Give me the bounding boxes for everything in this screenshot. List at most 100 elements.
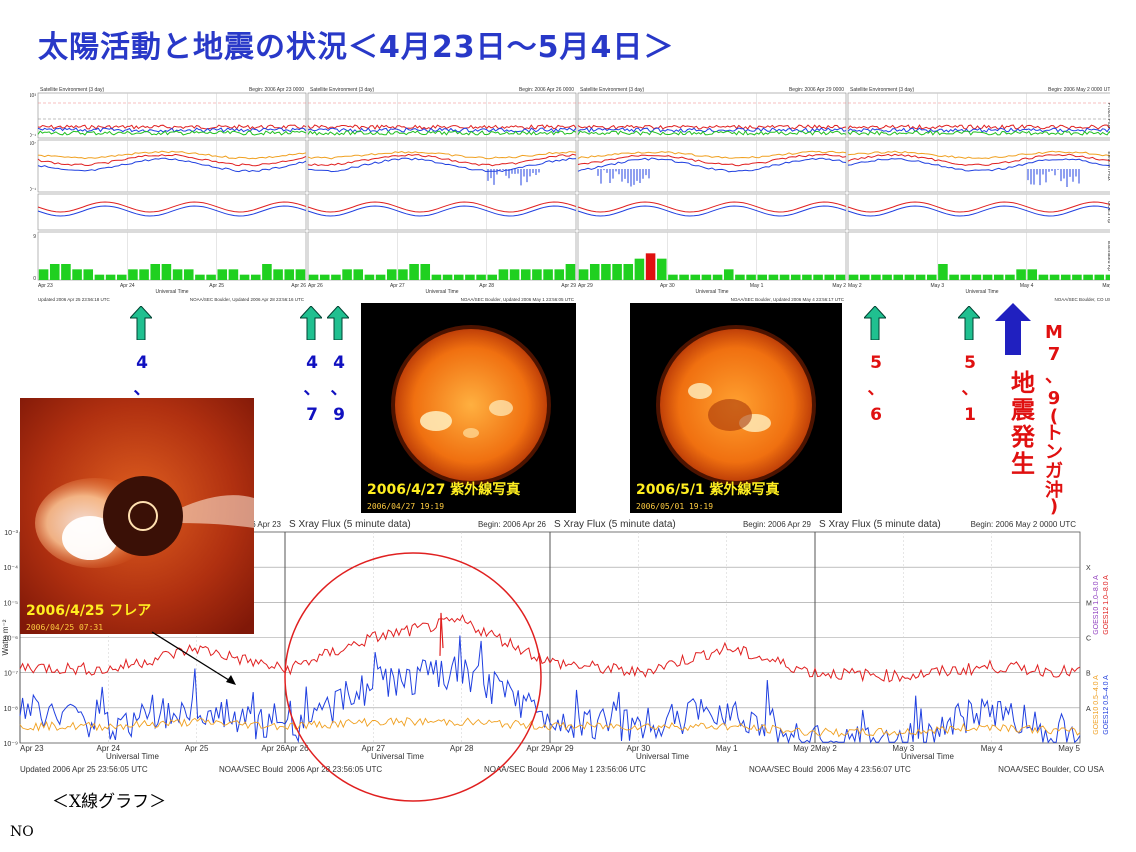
proton-flux-series [37,130,307,136]
goes-hp-series [847,205,1110,217]
electron-flux-series [847,158,1110,172]
kp-bar [848,274,859,280]
kp-bar [38,269,49,280]
y-tick-label: 9 [33,234,36,240]
marker-digit: 、 [330,379,348,399]
xray-x-tick: Apr 27 [362,744,386,753]
magnitude-char: M [1045,322,1063,343]
xray-x-tick: May 5 [1058,744,1080,753]
kp-bar [904,274,915,280]
electron-flux-series [847,150,1110,160]
big-up-arrow-icon [995,303,1031,355]
electron-flux-series [37,153,307,167]
panel-begin: Begin: 2006 May 2 0000 UTC [1048,87,1110,93]
kp-bar [949,274,959,280]
magnitude-char: 9 [1047,388,1061,409]
xray-footer: 2006 Apr 28 23:56:05 UTC [287,765,382,774]
up-arrow-icon [130,306,152,340]
xray-x-axis-label: Universal Time [636,752,689,761]
earthquake-annotation: 地 震 発 生 [1008,370,1038,478]
kp-bar [520,269,531,280]
kp-bar [735,274,745,280]
kp-bar [284,269,295,280]
xray-x-tick: May 4 [981,744,1003,753]
kp-bar [882,274,892,280]
xray-series-line [19,635,1081,745]
kp-bar [790,274,801,280]
kp-bar [183,269,194,280]
magnitude-char: 沖 [1045,480,1063,501]
kp-bar [1016,269,1026,280]
kp-bar [319,274,330,280]
xray-footer-mid: NOAA/SEC Bould [749,765,813,774]
xray-flare-spike [439,612,444,656]
x-tick-label: Apr 25 [209,283,224,289]
panel-frame [307,193,577,231]
x-tick-label: Apr 30 [660,283,675,289]
kp-bar [971,274,982,280]
marker-digit: 4 [306,353,318,373]
kp-bar [476,274,486,280]
panel-frame [577,231,847,281]
row-label: GOES Hp [1106,201,1110,223]
page-title: 太陽活動と地震の状況＜4月23日～5月4日＞ [38,30,675,65]
y-tick-label: 10⁻¹ [30,187,36,193]
marker-digit: 、 [133,379,151,399]
marker-digit: 、 [303,379,321,399]
panel-header: Satellite Environment (3 day) [40,87,105,93]
proton-flux-series [847,130,1110,136]
highlight-circle [284,552,542,802]
kp-bar [342,269,352,280]
kp-bar [453,274,464,280]
panel-begin: Begin: 2006 Apr 26 0000 [519,87,574,93]
up-arrow-icon [300,306,322,340]
magnitude-char: ガ [1045,461,1063,482]
xray-panel-begin: Begin: 2006 May 2 0000 UTC [971,520,1077,529]
x-tick-label: Apr 23 [38,283,53,289]
magnitude-char: ( [1049,406,1059,427]
satellite-environment-plots: Satellite Environment (3 day) Begin: 2006… [30,87,1110,302]
xray-class-label: A [1086,706,1091,713]
kp-bar [94,274,105,280]
sun-image [391,325,551,485]
y-tick-label: 10⁻¹ [30,133,36,139]
sun-image [656,325,816,485]
kp-bar [532,269,542,280]
kp-bar [554,269,565,280]
x-axis-label: Universal Time [965,289,998,295]
electron-flux-series [577,157,847,173]
marker-digit: 6 [870,405,882,425]
kp-bar [993,274,1004,280]
xray-x-tick: Apr 29 [550,744,574,753]
marker-digit: 5 [964,353,976,373]
kp-bar [982,274,993,280]
kp-bar [623,264,634,280]
kp-bar [128,269,138,280]
kp-bar [49,264,60,280]
kp-bar [83,269,94,280]
uv-timestamp-apr27: 2006/04/27 19:19 [367,502,445,511]
xray-y-tick: 10⁻⁹ [4,741,18,748]
uv-photo-may1: 2006/5/1 紫外線写真 2006/05/01 19:19 [630,303,842,513]
magnitude-char: ) [1049,496,1059,517]
xray-x-tick: Apr 30 [627,744,651,753]
xray-panel-header: S Xray Flux (5 minute data) [819,519,941,530]
slide-number-label: NO [10,824,34,840]
kp-bar [375,274,386,280]
kp-bar [543,269,553,280]
panel-frame [307,231,577,281]
xray-panel-header: S Xray Flux (5 minute data) [289,519,411,530]
x-tick-label: Apr 28 [479,283,494,289]
quake-char: 生 [1011,450,1035,478]
panel-footer: NOAA/SEC Boulder, Updated 2006 May 1 23:… [461,297,575,302]
panel-frame [307,139,577,193]
kp-bar [262,264,272,280]
x-tick-label: May 2 [832,283,846,289]
goes-hp-series [37,201,307,213]
xray-y-axis-label: Watts m⁻² [1,619,10,655]
x-tick-label: May 1 [750,283,764,289]
kp-bar [217,269,228,280]
x-tick-label: May 4 [1020,283,1034,289]
kp-bar [779,274,790,280]
xray-x-tick: Apr 24 [97,744,121,753]
